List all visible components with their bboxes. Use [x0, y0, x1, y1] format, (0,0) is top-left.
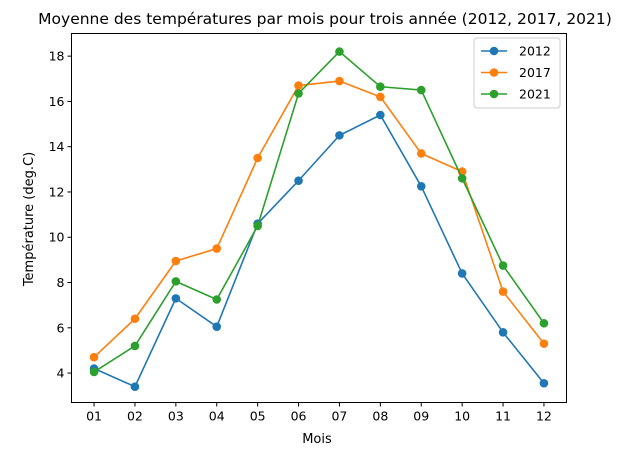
data-point — [498, 261, 508, 270]
data-point — [212, 295, 222, 304]
data-point — [498, 287, 508, 296]
data-point — [212, 322, 222, 331]
data-point — [130, 314, 140, 324]
x-tick-label: 03 — [168, 409, 184, 424]
data-point — [416, 85, 426, 95]
x-tick-label: 07 — [331, 409, 347, 424]
y-tick-label: 12 — [49, 184, 65, 199]
data-point — [376, 82, 385, 91]
data-point — [294, 81, 303, 90]
legend-marker — [489, 89, 499, 99]
y-tick-label: 16 — [49, 94, 65, 109]
legend-marker — [489, 68, 499, 77]
data-point — [335, 131, 344, 140]
y-tick-label: 8 — [57, 275, 65, 290]
data-point — [130, 382, 140, 391]
x-tick-label: 10 — [454, 409, 470, 424]
legend-label: 2021 — [519, 87, 551, 102]
data-point — [212, 244, 222, 253]
legend-label: 2012 — [519, 44, 551, 59]
axis-ticks: 01 02 03 04 05 06 07 08 09 10 11 12 4 6 8 10 12 14 16 18 — [49, 49, 552, 424]
x-axis-label: Mois — [302, 432, 332, 447]
y-axis-label: Température (deg.C) — [22, 152, 37, 287]
y-tick-label: 14 — [49, 139, 65, 154]
data-point — [498, 328, 508, 337]
data-point — [171, 277, 181, 286]
x-tick-label: 12 — [536, 409, 552, 424]
legend-entry: 2017 — [481, 65, 551, 80]
x-tick-label: 08 — [372, 409, 388, 424]
data-point — [294, 176, 303, 185]
data-point — [457, 269, 467, 278]
legend-entry: 2021 — [481, 87, 551, 102]
data-point — [539, 318, 549, 328]
series-line — [93, 80, 545, 358]
data-point — [171, 256, 181, 266]
legend-label: 2017 — [519, 65, 551, 80]
legend-entry: 2012 — [481, 44, 551, 59]
y-tick-label: 4 — [57, 366, 65, 381]
legend: 2012 2017 2021 — [473, 37, 561, 109]
series-2017 — [89, 76, 549, 362]
series-2021 — [89, 47, 549, 377]
y-tick-label: 10 — [49, 230, 65, 245]
x-tick-label: 01 — [86, 409, 102, 424]
data-point — [130, 341, 140, 351]
data-point — [171, 294, 181, 303]
data-point — [253, 221, 262, 231]
data-point — [376, 110, 385, 120]
y-tick-label: 6 — [57, 320, 65, 335]
data-point — [416, 182, 426, 191]
x-tick-label: 05 — [250, 409, 266, 424]
data-point — [294, 89, 303, 98]
chart-title: Moyenne des températures par mois pour t… — [38, 10, 612, 28]
data-point — [253, 153, 262, 163]
x-tick-label: 09 — [413, 409, 429, 424]
x-tick-label: 11 — [495, 409, 511, 424]
series-line — [93, 114, 545, 388]
data-point — [457, 174, 467, 183]
data-point — [376, 92, 385, 102]
data-point — [335, 76, 344, 86]
series-2012 — [89, 110, 549, 391]
x-tick-label: 04 — [209, 409, 225, 424]
legend-marker — [489, 46, 499, 56]
x-tick-label: 02 — [127, 409, 143, 424]
series-line — [93, 50, 545, 373]
data-point — [335, 47, 344, 56]
data-point — [89, 367, 99, 377]
series-group — [89, 47, 549, 391]
data-point — [416, 149, 426, 158]
x-tick-label: 06 — [291, 409, 307, 424]
data-point — [89, 352, 99, 362]
data-point — [539, 339, 549, 348]
data-point — [539, 378, 549, 388]
plot-area-frame — [71, 33, 567, 403]
y-tick-label: 18 — [49, 49, 65, 64]
